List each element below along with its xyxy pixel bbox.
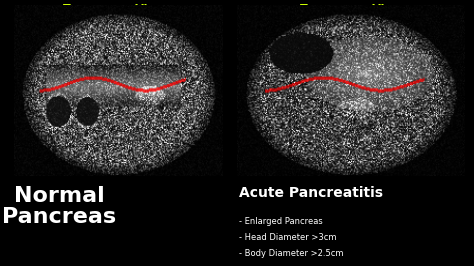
Text: Head: Head xyxy=(37,70,57,79)
Text: Transverse View: Transverse View xyxy=(300,4,402,14)
Text: Superior Mesenteric
Artery: Superior Mesenteric Artery xyxy=(375,157,430,168)
Text: Acute Pancreatitis: Acute Pancreatitis xyxy=(239,186,383,200)
Text: Superior Mesenteric
Artery: Superior Mesenteric Artery xyxy=(148,162,203,173)
Text: Swollen
Pancreas: Swollen Pancreas xyxy=(419,24,444,35)
Text: - Enlarged Pancreas: - Enlarged Pancreas xyxy=(239,217,323,226)
Text: Portal Splenic
Confluence: Portal Splenic Confluence xyxy=(176,133,213,144)
Text: LLL: LLL xyxy=(121,27,135,36)
Text: Body: Body xyxy=(147,81,166,90)
Text: - Head Diameter >3cm: - Head Diameter >3cm xyxy=(239,233,337,242)
Text: - Body Diameter >2.5cm: - Body Diameter >2.5cm xyxy=(239,249,344,258)
Text: Portal Splenic
Confluence: Portal Splenic Confluence xyxy=(309,114,346,125)
Text: AO: AO xyxy=(94,123,105,132)
Text: Transverse View: Transverse View xyxy=(63,4,165,14)
Text: Peripancreatic fluid: Peripancreatic fluid xyxy=(267,24,320,29)
Text: Normal
Pancreas: Normal Pancreas xyxy=(2,186,116,227)
Text: IVC: IVC xyxy=(27,123,39,132)
